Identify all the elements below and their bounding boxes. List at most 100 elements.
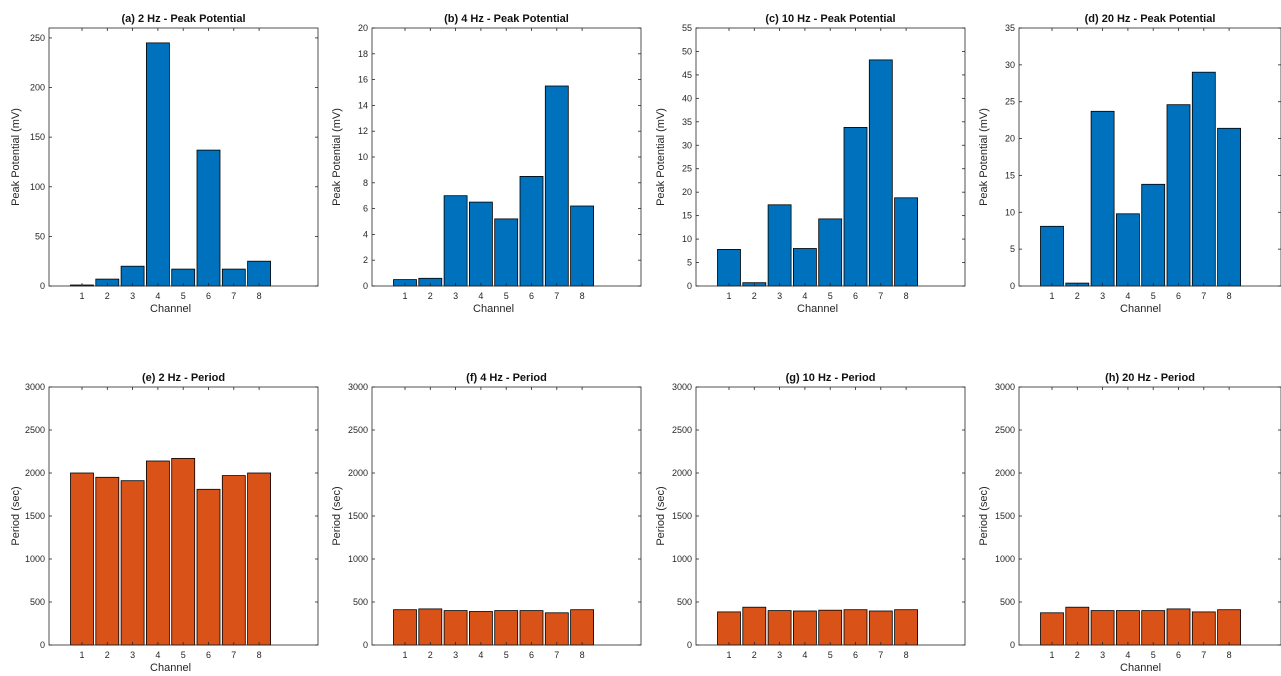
bar — [868, 610, 893, 646]
x-axis-label: Channel — [1120, 303, 1161, 315]
y-tick-label: 100 — [30, 182, 45, 192]
axes-box — [371, 386, 642, 646]
y-tick-label: 18 — [358, 49, 368, 59]
bar — [1191, 71, 1216, 287]
y-axis-label: Peak Potential (mV) — [331, 108, 343, 206]
bar — [1090, 610, 1115, 646]
y-tick-label: 40 — [682, 93, 692, 103]
x-tick-label: 5 — [181, 291, 186, 301]
x-tick-label: 1 — [402, 291, 407, 301]
chart-title: (g) 10 Hz - Period — [786, 372, 876, 384]
bar — [443, 610, 468, 646]
x-tick-label: 3 — [1100, 291, 1105, 301]
axes-box — [1018, 386, 1281, 646]
chart-panel: 0 50 100 150 200 250 1 2 3 4 5 6 7 8 (a) 2 Hz - Peak P… — [10, 13, 319, 315]
x-tick-label: 5 — [504, 650, 509, 660]
x-tick-label: 3 — [453, 650, 458, 660]
x-tick-label: 4 — [1125, 291, 1130, 301]
y-tick-label: 25 — [1005, 97, 1015, 107]
y-tick-label: 45 — [682, 70, 692, 80]
x-tick-label: 2 — [752, 650, 757, 660]
y-axis-label: Period (sec) — [655, 486, 667, 545]
y-axis-label: Period (sec) — [978, 486, 990, 545]
x-tick-label: 7 — [554, 291, 559, 301]
y-tick-label: 30 — [682, 140, 692, 150]
x-tick-label: 4 — [802, 291, 807, 301]
x-tick-label: 1 — [79, 291, 84, 301]
chart-title: (c) 10 Hz - Peak Potential — [765, 13, 895, 25]
bar — [1040, 225, 1064, 287]
bar — [843, 127, 868, 287]
x-tick-label: 8 — [580, 650, 585, 660]
y-tick-label: 1000 — [672, 554, 692, 564]
bar — [1141, 183, 1166, 287]
bar — [818, 218, 843, 287]
y-tick-label: 10 — [358, 152, 368, 162]
x-tick-label: 4 — [155, 291, 160, 301]
y-tick-label: 2500 — [995, 425, 1015, 435]
bar — [519, 175, 544, 287]
x-tick-label: 2 — [752, 291, 757, 301]
x-tick-label: 6 — [206, 650, 211, 660]
x-tick-label: 3 — [777, 650, 782, 660]
y-tick-label: 35 — [1005, 23, 1015, 33]
bar — [742, 606, 767, 646]
y-tick-label: 3000 — [672, 382, 692, 392]
x-tick-label: 1 — [726, 291, 731, 301]
x-tick-label: 8 — [1227, 650, 1232, 660]
x-tick-label: 2 — [105, 291, 110, 301]
x-tick-label: 2 — [1075, 650, 1080, 660]
y-tick-label: 1500 — [348, 511, 368, 521]
x-axis-label: Channel — [473, 303, 514, 315]
y-tick-label: 8 — [363, 178, 368, 188]
y-tick-label: 16 — [358, 75, 368, 85]
x-tick-label: 6 — [529, 650, 534, 660]
bar — [1116, 610, 1140, 646]
bar — [120, 480, 145, 646]
y-tick-label: 0 — [687, 640, 692, 650]
x-tick-label: 3 — [130, 291, 135, 301]
bar — [793, 248, 817, 287]
bar — [145, 460, 170, 646]
y-tick-label: 2 — [363, 255, 368, 265]
bar — [171, 457, 196, 646]
y-tick-label: 50 — [682, 46, 692, 56]
y-tick-label: 2000 — [672, 468, 692, 478]
x-tick-label: 4 — [802, 650, 807, 660]
x-axis-label: Channel — [150, 662, 191, 674]
chart-title: (b) 4 Hz - Peak Potential — [444, 13, 569, 25]
bar — [247, 260, 272, 287]
x-tick-label: 6 — [1176, 291, 1181, 301]
y-tick-label: 55 — [682, 23, 692, 33]
bar — [196, 488, 221, 646]
y-tick-label: 250 — [30, 33, 45, 43]
y-tick-label: 20 — [682, 187, 692, 197]
bar — [818, 609, 843, 646]
bar — [1217, 127, 1241, 287]
bar — [894, 197, 918, 287]
x-tick-label: 3 — [130, 650, 135, 660]
y-tick-label: 200 — [30, 83, 45, 93]
x-tick-label: 6 — [853, 650, 858, 660]
chart-title: (f) 4 Hz - Period — [466, 372, 547, 384]
x-tick-label: 1 — [1049, 291, 1054, 301]
bar — [1040, 612, 1064, 646]
bar — [70, 472, 94, 646]
y-axis-label: Peak Potential (mV) — [10, 108, 22, 206]
y-tick-label: 0 — [687, 281, 692, 291]
bar — [793, 610, 817, 646]
bar — [1065, 606, 1090, 646]
bar — [544, 612, 569, 646]
x-tick-label: 2 — [428, 291, 433, 301]
bar — [95, 476, 120, 646]
y-tick-label: 30 — [1005, 60, 1015, 70]
y-tick-label: 1000 — [348, 554, 368, 564]
axes-box — [695, 386, 966, 646]
chart-panel: 0 500 1000 1500 2000 2500 3000 1 2 3 4 5 6 7 8 (e) 2 Hz… — [10, 372, 319, 674]
bar — [145, 42, 170, 287]
bar — [1191, 611, 1216, 646]
bar — [443, 195, 468, 287]
x-tick-label: 7 — [231, 291, 236, 301]
x-tick-label: 2 — [428, 650, 433, 660]
y-tick-label: 2500 — [348, 425, 368, 435]
